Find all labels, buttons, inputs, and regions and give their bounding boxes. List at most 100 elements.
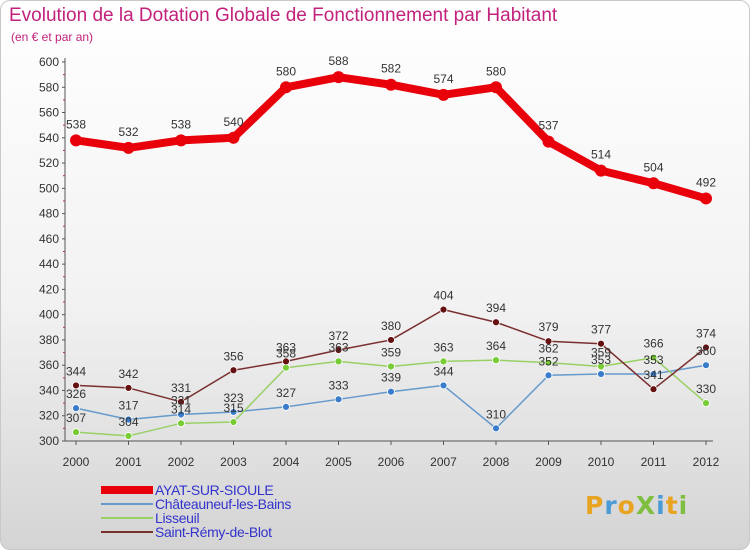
data-label: 326 [66, 387, 86, 401]
data-point [597, 370, 605, 378]
y-tick-label: 560 [39, 106, 59, 120]
data-label: 540 [223, 115, 243, 129]
y-tick-label: 340 [39, 383, 59, 397]
y-tick-label: 480 [39, 207, 59, 221]
data-label: 582 [381, 62, 401, 76]
data-point [387, 362, 395, 371]
y-tick-label: 400 [39, 308, 59, 322]
data-label: 504 [643, 160, 663, 174]
x-tick-label: 2006 [378, 455, 405, 469]
data-point [387, 387, 395, 396]
data-point [702, 361, 710, 370]
x-tick-label: 2001 [115, 455, 142, 469]
y-tick-label: 500 [39, 181, 59, 195]
legend-swatch [101, 486, 153, 494]
data-label: 330 [696, 382, 716, 396]
data-label: 538 [171, 117, 191, 131]
data-label: 333 [328, 378, 348, 392]
data-label: 353 [643, 353, 663, 367]
legend-label: Châteauneuf-les-Bains [155, 496, 292, 512]
data-point [544, 337, 553, 346]
data-label: 363 [276, 340, 296, 354]
data-point [124, 384, 133, 392]
legend-swatch [101, 503, 153, 505]
data-label: 379 [538, 320, 558, 334]
data-point [124, 432, 133, 440]
data-point [72, 381, 80, 390]
data-point [492, 356, 500, 365]
data-point [334, 357, 343, 366]
y-tick-label: 540 [39, 131, 59, 145]
data-label: 315 [223, 401, 243, 415]
data-label: 342 [118, 367, 138, 381]
data-label: 492 [696, 175, 716, 189]
legend-label: AYAT-SUR-SIOULE [155, 482, 274, 498]
data-point [649, 370, 658, 378]
data-label: 327 [276, 386, 296, 400]
data-point [387, 336, 395, 344]
data-point [229, 408, 238, 416]
x-tick-label: 2007 [430, 455, 457, 469]
y-tick-label: 320 [39, 409, 59, 423]
data-label: 344 [66, 364, 86, 378]
legend-swatch [101, 517, 153, 519]
logo-letter: P [585, 491, 605, 520]
x-tick-label: 2005 [325, 455, 352, 469]
data-label: 344 [433, 364, 453, 378]
data-label: 514 [591, 148, 611, 162]
data-label: 532 [118, 125, 138, 139]
logo-letter: i [656, 491, 666, 520]
data-point [229, 366, 238, 375]
data-point [437, 88, 450, 101]
data-label: 404 [433, 289, 453, 303]
data-point [282, 402, 290, 411]
data-point [490, 81, 502, 94]
data-point [439, 381, 448, 390]
data-label: 380 [381, 319, 401, 333]
data-label: 363 [433, 340, 453, 354]
logo-letter: X [635, 491, 657, 520]
x-tick-label: 2011 [641, 455, 667, 469]
data-label: 359 [591, 345, 611, 359]
y-tick-label: 380 [39, 333, 59, 347]
data-point [177, 397, 185, 406]
data-label: 362 [538, 342, 558, 356]
data-label: 353 [591, 353, 611, 367]
legend-label: Saint-Rémy-de-Blot [155, 524, 272, 540]
data-point [647, 177, 660, 190]
data-point [700, 192, 712, 205]
data-point [439, 305, 448, 314]
data-point [492, 424, 500, 433]
data-label: 363 [328, 340, 348, 354]
x-tick-label: 2009 [535, 455, 562, 469]
data-point [385, 78, 397, 91]
data-point [334, 346, 343, 354]
data-label: 356 [223, 349, 243, 363]
data-label: 304 [118, 415, 138, 429]
data-point [595, 164, 607, 177]
data-point [280, 81, 292, 94]
data-point [124, 415, 133, 424]
data-label: 538 [66, 117, 86, 131]
legend-swatch [101, 531, 153, 533]
data-point [649, 353, 658, 362]
data-label: 366 [643, 337, 663, 351]
x-tick-label: 2002 [168, 455, 195, 469]
data-label: 359 [381, 345, 401, 359]
data-point [282, 357, 290, 366]
data-point [702, 399, 710, 408]
data-point [72, 428, 80, 437]
series-line-0 [72, 73, 710, 203]
y-tick-label: 600 [39, 55, 59, 69]
data-point [492, 318, 500, 327]
data-label: 364 [486, 339, 506, 353]
data-label: 580 [486, 64, 506, 78]
chart-subtitle: (en € et par an) [11, 30, 94, 44]
data-label: 331 [171, 381, 191, 395]
data-label: 358 [276, 347, 296, 361]
logo-letter: o [617, 491, 636, 520]
data-label: 321 [171, 393, 191, 407]
x-tick-label: 2003 [220, 455, 247, 469]
data-point [702, 343, 710, 352]
